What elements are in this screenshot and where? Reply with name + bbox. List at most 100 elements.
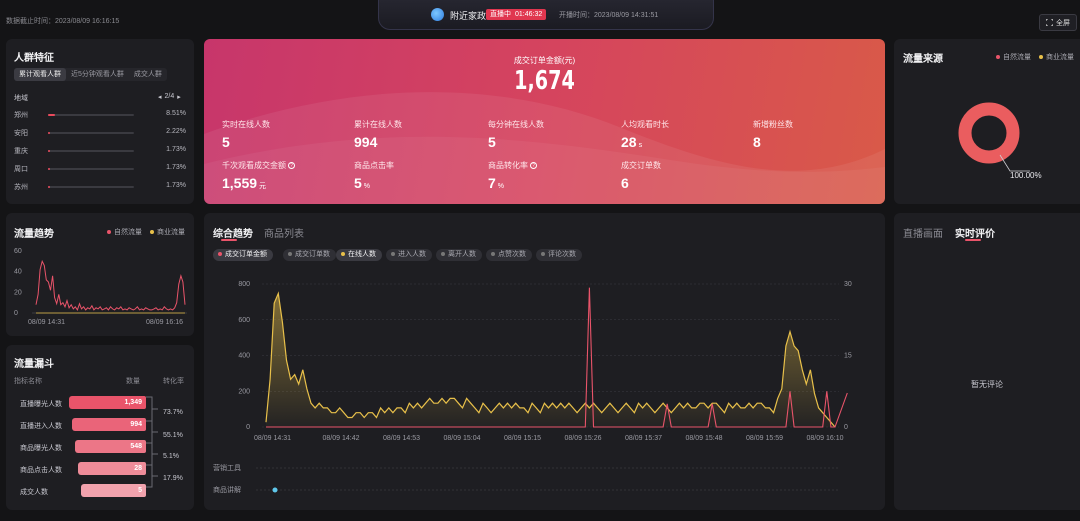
- kpi-metric-unit: 元: [259, 183, 267, 190]
- funnel-label: 成交人数: [20, 489, 48, 496]
- tab-live-view[interactable]: 直播画面: [903, 229, 943, 240]
- kpi-metric: 成交订单数 6: [621, 160, 661, 193]
- kpi-metric-value: 1,559: [222, 175, 258, 191]
- kpi-metric-label: 千次观看成交金额?: [222, 160, 295, 171]
- mini-y-tick: 60: [14, 248, 22, 255]
- region-row: 重庆 1.73%: [14, 146, 186, 156]
- region-name: 周口: [14, 166, 28, 173]
- help-icon[interactable]: ?: [288, 162, 295, 170]
- tab-product-list[interactable]: 商品列表: [264, 229, 304, 240]
- kpi-metric: 人均观看时长 28 s: [621, 119, 669, 152]
- funnel-brackets: [146, 396, 158, 488]
- region-row: 安阳 2.22%: [14, 128, 186, 138]
- funnel-rate-4: 17.9%: [163, 475, 183, 482]
- help-icon[interactable]: ?: [530, 162, 537, 170]
- tab-overall-trend[interactable]: 综合趋势: [213, 229, 253, 240]
- metric-chip-6[interactable]: 评论次数: [536, 249, 582, 261]
- mini-x-tick: 08/09 16:16: [146, 319, 183, 326]
- source-legend-natural: 自然流量: [996, 52, 1031, 62]
- metric-chip-3[interactable]: 进入人数: [386, 249, 432, 261]
- left-y-tick: 400: [238, 353, 250, 360]
- chip-dot: [491, 252, 495, 257]
- main-x-tick: 08/09 15:48: [686, 435, 723, 442]
- kpi-metric-label: 实时在线人数: [222, 120, 270, 129]
- funnel-row: 商品曝光人数 548: [14, 440, 186, 453]
- live-status-text: 直播中: [490, 11, 511, 18]
- funnel-col-rate: 转化率: [163, 378, 184, 385]
- kpi-metric-value: 5: [488, 134, 496, 150]
- chip-dot: [341, 252, 345, 257]
- comments-panel: 直播画面 实时评价 暂无评论: [894, 213, 1080, 510]
- tab-active-indicator: [221, 239, 237, 241]
- left-y-tick: 0: [246, 424, 250, 431]
- funnel-label: 直播进入人数: [20, 423, 62, 430]
- crowd-tab-recent[interactable]: 近5分钟观看人群: [71, 71, 124, 78]
- metric-chip-0[interactable]: 成交订单金额: [213, 249, 273, 261]
- kpi-metric-value: 6: [621, 175, 629, 191]
- kpi-metric-unit: %: [363, 183, 371, 190]
- update-time: 数据截止时间：2023/08/09 16:16:15: [6, 18, 120, 25]
- crowd-tab-cumulative[interactable]: 累计观看人群: [14, 68, 66, 81]
- kpi-metric-label: 成交订单数: [621, 161, 661, 170]
- mini-x-tick: 08/09 14:31: [28, 319, 65, 326]
- fullscreen-button[interactable]: 全屏: [1039, 14, 1077, 31]
- tab-live-comments[interactable]: 实时评价: [955, 229, 995, 240]
- funnel-rate-1: 73.7%: [163, 409, 183, 416]
- kpi-headline-label: 成交订单金额(元): [513, 56, 576, 65]
- kpi-metric-label: 商品转化率?: [488, 160, 537, 171]
- region-bar-fill: [48, 150, 50, 152]
- room-avatar: [431, 8, 444, 21]
- funnel-row: 直播曝光人数 1,349: [14, 396, 186, 409]
- region-value: 2.22%: [166, 128, 186, 135]
- traffic-trend-title: 流量趋势: [14, 229, 54, 240]
- metric-chip-5[interactable]: 点赞次数: [486, 249, 532, 261]
- region-value: 1.73%: [166, 182, 186, 189]
- funnel-label: 直播曝光人数: [20, 401, 62, 408]
- main-x-tick: 08/09 14:53: [383, 435, 420, 442]
- funnel-title: 流量漏斗: [14, 359, 54, 370]
- main-x-tick: 08/09 15:04: [444, 435, 481, 442]
- main-x-tick: 08/09 15:37: [625, 435, 662, 442]
- region-name: 苏州: [14, 184, 28, 191]
- crowd-tab-buyers[interactable]: 成交人群: [133, 71, 162, 78]
- region-bar-fill: [48, 132, 50, 134]
- traffic-trend-chart: 60 40 20 0 08/09 14:31 08/09 16:16: [14, 248, 187, 326]
- traffic-source-title: 流量来源: [903, 54, 943, 65]
- fullscreen-label: 全屏: [1056, 19, 1070, 27]
- funnel-bar: 5: [81, 484, 146, 497]
- main-trend-chart: 800 600 400 200 0 30 15 0 08/09 14:31 08/09 14:42…: [213, 281, 852, 494]
- chip-label: 进入人数: [398, 251, 426, 258]
- right-y-tick: 30: [844, 281, 852, 288]
- start-time: 开播时间：2023/08/09 14:31:51: [559, 12, 659, 19]
- kpi-metric: 商品转化率? 7%: [488, 160, 537, 193]
- metric-chip-2[interactable]: 在线人数: [336, 249, 382, 261]
- kpi-metric-value: 994: [354, 134, 378, 150]
- kpi-panel: 成交订单金额(元) 1,674 实时在线人数 5 累计在线人数 994 每分钟在线人数 5…: [204, 39, 885, 204]
- metric-chip-1[interactable]: 成交订单数: [283, 249, 336, 261]
- region-name: 郑州: [14, 112, 28, 119]
- funnel-row: 商品点击人数 28: [14, 462, 186, 475]
- kpi-metric-label: 累计在线人数: [354, 120, 402, 129]
- region-name: 安阳: [14, 130, 28, 137]
- funnel-bar: 28: [78, 462, 146, 475]
- region-value: 8.51%: [166, 110, 186, 117]
- metric-chip-4[interactable]: 离开人数: [436, 249, 482, 261]
- chip-label: 评论次数: [548, 251, 576, 258]
- chip-dot: [218, 252, 222, 257]
- mini-y-tick: 20: [14, 289, 22, 296]
- donut-slice-natural: [958, 102, 1020, 164]
- main-trend-panel: 综合趋势 商品列表 成交订单金额 成交订单数 在线人数 进入人数 离开人数 点赞次数 评论次…: [204, 213, 885, 510]
- region-value: 1.73%: [166, 146, 186, 153]
- pager-prev-icon[interactable]: ◂: [158, 94, 162, 101]
- donut-leader-line: [999, 154, 1030, 172]
- region-value: 1.73%: [166, 164, 186, 171]
- kpi-metric: 累计在线人数 994: [354, 119, 402, 152]
- left-y-tick: 200: [238, 388, 250, 395]
- chip-dot: [541, 252, 545, 257]
- pager-next-icon[interactable]: ▸: [177, 94, 181, 101]
- crowd-tabs: 累计观看人群 近5分钟观看人群 成交人群: [14, 68, 167, 81]
- kpi-metric: 千次观看成交金额? 1,559 元: [222, 160, 295, 193]
- region-row: 苏州 1.73%: [14, 182, 186, 192]
- kpi-metric: 实时在线人数 5: [222, 119, 270, 152]
- kpi-metric-value: 28: [621, 134, 637, 150]
